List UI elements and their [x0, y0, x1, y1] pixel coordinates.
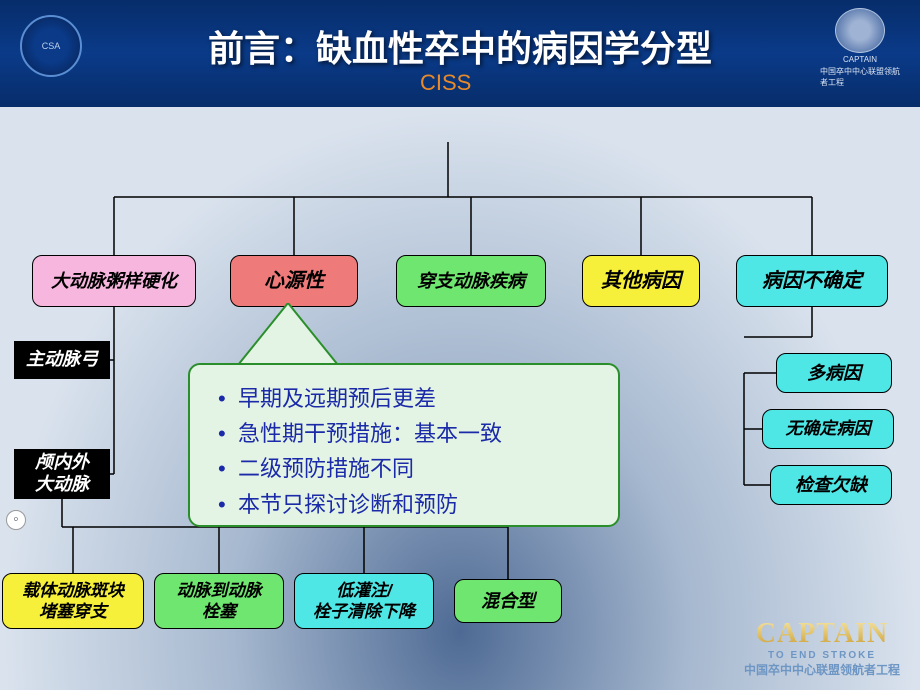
compass-icon [835, 8, 885, 53]
callout-list: 早期及远期预后更差急性期干预措施：基本一致二级预防措施不同本节只探讨诊断和预防 [218, 381, 598, 522]
logo-left-icon: CSA [20, 15, 82, 77]
diagram-area: 大动脉粥样硬化心源性穿支动脉疾病其他病因病因不确定 主动脉弓颅内外大动脉 多病因… [0, 107, 920, 690]
node-m3: 低灌注/栓子清除下降 [294, 573, 434, 629]
callout-item: 本节只探讨诊断和预防 [238, 487, 598, 522]
callout-item: 急性期干预措施：基本一致 [238, 416, 598, 451]
footer-brand: CAPTAIN [744, 618, 900, 650]
page-subtitle: CISS [420, 70, 471, 96]
node-m2: 动脉到动脉栓塞 [154, 573, 284, 629]
node-r3: 检查欠缺 [770, 465, 892, 505]
node-m1: 载体动脉斑块堵塞穿支 [2, 573, 144, 629]
callout-box: 早期及远期预后更差急性期干预措施：基本一致二级预防措施不同本节只探讨诊断和预防 [188, 363, 620, 527]
node-b2: 颅内外大动脉 [14, 449, 110, 499]
logo-right-sub: 中国卒中中心联盟领航者工程 [820, 66, 900, 88]
node-b1: 主动脉弓 [14, 341, 110, 379]
slide-header: CSA 前言：缺血性卒中的病因学分型 CISS CAPTAIN 中国卒中中心联盟… [0, 0, 920, 107]
node-n3: 穿支动脉疾病 [396, 255, 546, 307]
node-n1: 大动脉粥样硬化 [32, 255, 196, 307]
callout-item: 二级预防措施不同 [238, 451, 598, 486]
footer-logo: CAPTAIN TO END STROKE 中国卒中中心联盟领航者工程 [744, 618, 900, 678]
node-r2: 无确定病因 [762, 409, 894, 449]
node-r1: 多病因 [776, 353, 892, 393]
page-indicator: ◦ [6, 510, 26, 530]
node-m4: 混合型 [454, 579, 562, 623]
callout-item: 早期及远期预后更差 [238, 381, 598, 416]
page-title: 前言：缺血性卒中的病因学分型 [208, 20, 712, 72]
logo-left-text: CSA [42, 41, 61, 51]
node-n2: 心源性 [230, 255, 358, 307]
node-n4: 其他病因 [582, 255, 700, 307]
logo-right-label: CAPTAIN [843, 55, 877, 64]
footer-line1: TO END STROKE [744, 650, 900, 661]
footer-line2: 中国卒中中心联盟领航者工程 [744, 661, 900, 678]
node-n5: 病因不确定 [736, 255, 888, 307]
logo-right-icon: CAPTAIN 中国卒中中心联盟领航者工程 [820, 8, 900, 88]
